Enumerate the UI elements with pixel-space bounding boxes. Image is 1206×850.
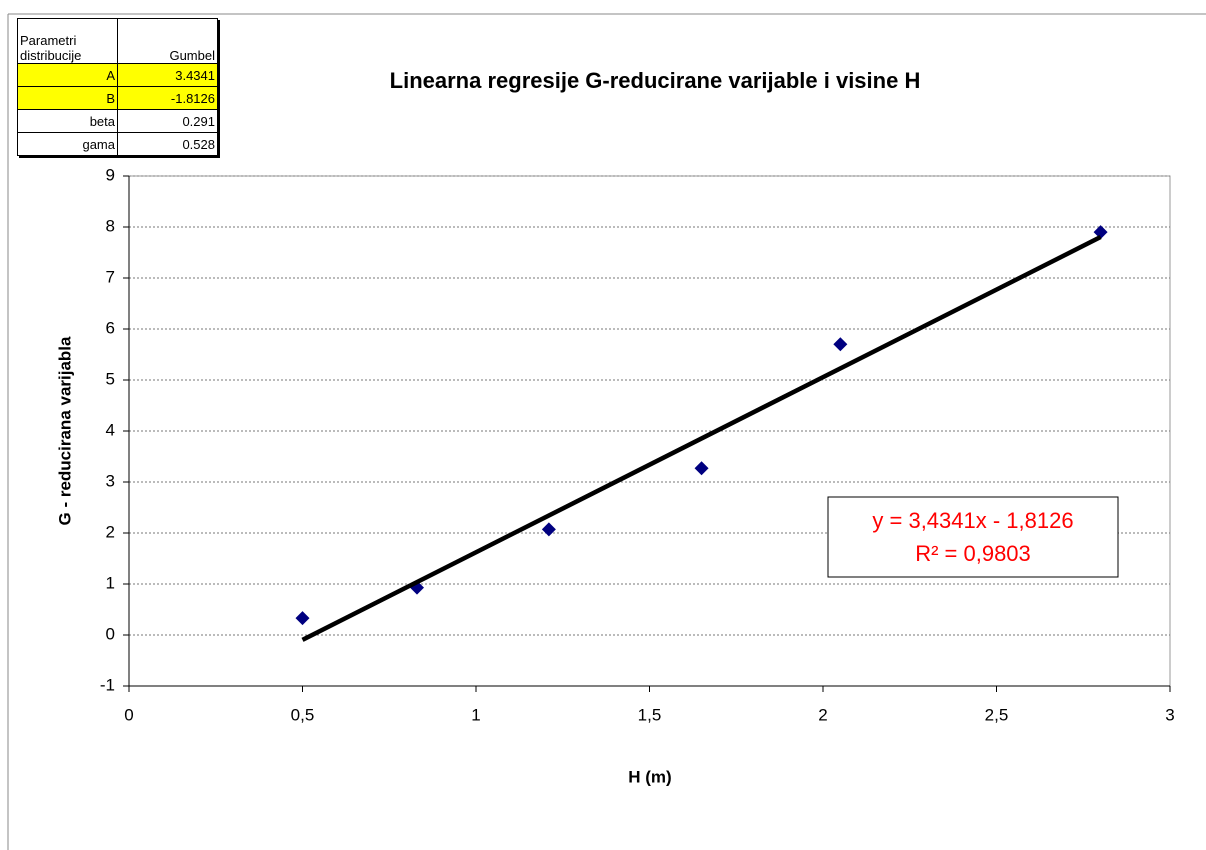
header-cell: Parametri distribucije <box>17 18 118 64</box>
x-tick-label: 0 <box>124 705 133 724</box>
equation-box <box>827 496 1119 578</box>
x-tick-label: 1 <box>471 705 480 724</box>
y-tick-label: -1 <box>100 675 115 694</box>
data-point <box>694 461 709 476</box>
parameter-name: beta <box>17 109 118 133</box>
y-tick-label: 2 <box>106 522 115 541</box>
parameter-value: 3.4341 <box>117 63 218 87</box>
data-point <box>1093 225 1108 240</box>
table-row: B -1.8126 <box>17 86 218 110</box>
y-tick-label: 9 <box>106 165 115 184</box>
parameter-name: A <box>17 63 118 87</box>
data-point <box>541 522 556 537</box>
y-tick-label: 3 <box>106 471 115 490</box>
trendline-r2: R² = 0,9803 <box>915 541 1031 566</box>
x-tick-label: 2 <box>818 705 827 724</box>
header-cell: Gumbel <box>117 18 218 64</box>
y-tick-label: 4 <box>106 420 115 439</box>
data-point <box>833 337 848 352</box>
x-tick-label: 0,5 <box>291 705 315 724</box>
y-tick-label: 0 <box>106 624 115 643</box>
y-tick-label: 6 <box>106 318 115 337</box>
table-row: A 3.4341 <box>17 63 218 87</box>
y-axis-title: G - reducirana varijabla <box>55 336 74 526</box>
chart-title: Linearna regresije G-reducirane varijabl… <box>390 68 921 93</box>
parameter-value: -1.8126 <box>117 86 218 110</box>
table-row: beta 0.291 <box>17 109 218 133</box>
y-tick-label: 8 <box>106 216 115 235</box>
table-header: Parametri distribucije Gumbel <box>17 18 218 64</box>
y-tick-label: 7 <box>106 267 115 286</box>
trendline-equation: y = 3,4341x - 1,8126 <box>872 508 1073 533</box>
y-tick-label: 1 <box>106 573 115 592</box>
x-tick-label: 2,5 <box>985 705 1009 724</box>
parameter-name: gama <box>17 132 118 156</box>
parameter-table: Parametri distribucije Gumbel A 3.4341 B -1… <box>17 18 218 156</box>
y-tick-label: 5 <box>106 369 115 388</box>
parameter-value: 0.291 <box>117 109 218 133</box>
parameter-name: B <box>17 86 118 110</box>
parameter-value: 0.528 <box>117 132 218 156</box>
table-row: gama 0.528 <box>17 132 218 156</box>
data-point <box>295 611 310 626</box>
x-tick-label: 1,5 <box>638 705 662 724</box>
x-axis-title: H (m) <box>628 767 671 786</box>
trendline <box>301 235 1102 642</box>
x-tick-label: 3 <box>1165 705 1174 724</box>
